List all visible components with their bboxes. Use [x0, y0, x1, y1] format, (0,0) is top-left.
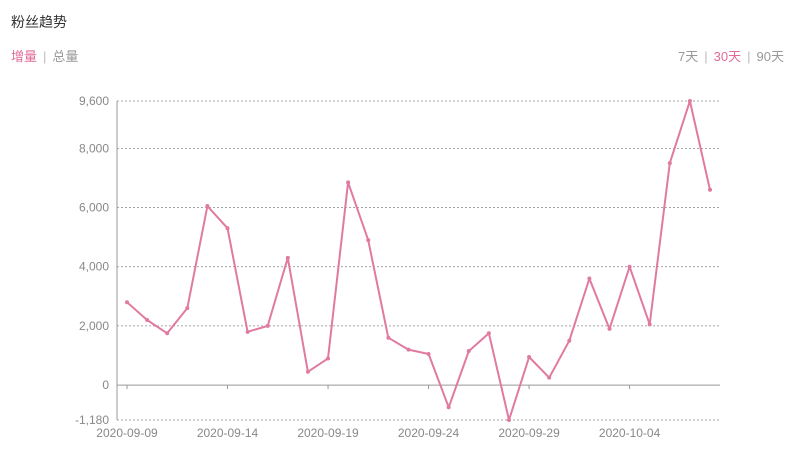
data-point — [125, 300, 129, 305]
data-point — [285, 255, 290, 260]
data-point — [245, 329, 250, 334]
data-point — [647, 322, 652, 327]
tab-separator: | — [704, 49, 708, 64]
data-point — [406, 347, 411, 352]
tab-30-days[interactable]: 30天 — [713, 49, 742, 64]
data-point — [145, 317, 150, 322]
data-point — [547, 375, 552, 380]
data-point — [205, 204, 210, 209]
data-point — [708, 187, 712, 192]
tab-total[interactable]: 总量 — [52, 49, 79, 64]
data-point — [486, 331, 491, 336]
data-point — [426, 352, 431, 357]
x-tick-label: 2020-10-04 — [599, 426, 661, 440]
tab-separator: | — [747, 49, 751, 64]
tab-7-days[interactable]: 7天 — [678, 49, 699, 64]
data-point — [627, 264, 632, 269]
y-tick-label: 0 — [102, 378, 109, 392]
data-point — [386, 335, 391, 340]
mode-tabs: 增量 | 总量 — [11, 46, 78, 65]
tab-increment[interactable]: 增量 — [11, 49, 38, 64]
data-point — [587, 276, 592, 281]
data-point — [185, 306, 190, 311]
y-tick-label: 2,000 — [79, 319, 109, 333]
data-point — [446, 405, 451, 410]
tab-separator: | — [43, 49, 47, 64]
tab-90-days[interactable]: 90天 — [756, 49, 784, 64]
data-point — [687, 99, 692, 103]
x-tick-label: 2020-09-14 — [197, 426, 259, 440]
y-tick-label: 9,600 — [79, 94, 109, 108]
data-point — [506, 418, 511, 422]
data-point — [346, 180, 351, 185]
data-point — [305, 369, 310, 374]
data-point — [466, 349, 471, 354]
data-point — [326, 356, 331, 361]
data-point — [567, 338, 572, 343]
data-point — [667, 161, 672, 166]
data-point — [366, 238, 371, 243]
y-tick-label: 8,000 — [79, 141, 109, 155]
data-point — [165, 331, 170, 336]
range-tabs: 7天 | 30天 | 90天 — [678, 46, 784, 65]
x-tick-label: 2020-09-29 — [498, 426, 560, 440]
y-tick-label: 4,000 — [79, 260, 109, 274]
series-line — [126, 100, 711, 421]
data-point — [225, 226, 230, 231]
data-point — [265, 323, 270, 328]
y-tick-label: 6,000 — [79, 201, 109, 215]
data-point — [607, 326, 612, 331]
x-tick-label: 2020-09-09 — [96, 426, 158, 440]
page-title: 粉丝趋势 — [11, 14, 67, 30]
y-tick-label: -1,180 — [75, 413, 109, 427]
x-tick-label: 2020-09-19 — [297, 426, 359, 440]
x-tick-label: 2020-09-24 — [398, 426, 460, 440]
data-point — [527, 354, 532, 359]
